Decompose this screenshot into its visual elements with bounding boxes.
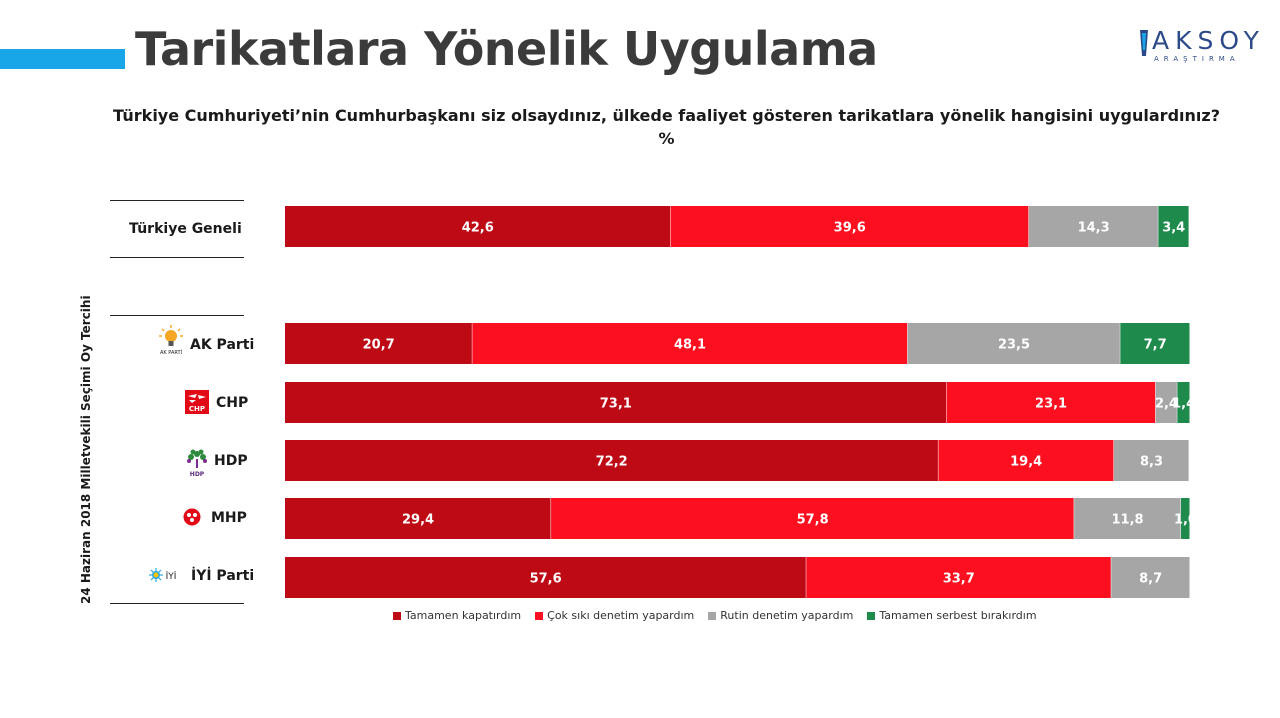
category-label: MHP	[211, 510, 247, 526]
bar-segment	[1028, 206, 1159, 247]
bar-segment	[1113, 440, 1190, 481]
iyi-parti-logo-text: İYİ	[166, 571, 177, 582]
data-label: 39,6	[834, 221, 866, 236]
legend-item: Tamamen serbest bırakırdım	[867, 609, 1037, 622]
data-label: 2,4	[1155, 397, 1178, 412]
data-label: 8,7	[1139, 572, 1162, 587]
bar-segment	[1158, 206, 1190, 247]
divider-rule	[110, 603, 244, 604]
data-label: 11,8	[1112, 513, 1144, 528]
data-label: 57,6	[530, 572, 562, 587]
data-label: 1,4	[1172, 397, 1195, 412]
chart-legend: Tamamen kapatırdım Çok sıkı denetim yapar…	[393, 609, 1037, 622]
legend-swatch	[393, 611, 401, 620]
bar-segment	[1074, 498, 1181, 539]
data-label: 19,4	[1010, 455, 1042, 470]
chp-logo-text: CHP	[189, 405, 205, 413]
bar-segment	[285, 206, 671, 247]
legend-swatch	[708, 611, 717, 620]
category-label: HDP	[214, 453, 248, 469]
divider-rule	[110, 257, 244, 258]
logo-subtitle: ARAŞTIRMA	[1154, 55, 1240, 63]
bar-segment	[946, 382, 1156, 423]
survey-question: Türkiye Cumhuriyeti’nin Cumhurbaşkanı si…	[113, 106, 1220, 125]
bar-segment	[806, 557, 1112, 598]
hdp-logo: HDP	[187, 449, 207, 478]
divider-rule	[110, 200, 244, 201]
legend-label: Çok sıkı denetim yapardım	[547, 609, 695, 622]
bar-segment	[1180, 498, 1190, 539]
data-label: 29,4	[402, 513, 434, 528]
bar-segment	[285, 440, 939, 481]
title-accent-bar	[0, 49, 125, 69]
category-label: Türkiye Geneli	[129, 221, 242, 237]
divider-rule	[110, 315, 244, 316]
bar-segment	[285, 557, 807, 598]
bar-segment	[670, 206, 1029, 247]
data-label: 3,4	[1162, 221, 1185, 236]
iyi-parti-logo: İYİ	[149, 568, 177, 582]
bar-segment	[1120, 323, 1190, 364]
bar-segment	[907, 323, 1121, 364]
legend-label: Tamamen serbest bırakırdım	[879, 609, 1037, 622]
data-label: 7,7	[1144, 338, 1167, 353]
bar-segment	[938, 440, 1114, 481]
bar-segment	[1155, 382, 1178, 423]
legend-swatch	[867, 611, 876, 620]
legend-swatch	[535, 611, 544, 620]
mhp-logo	[183, 508, 201, 526]
legend-label: Rutin denetim yapardım	[720, 609, 854, 622]
legend-item: Çok sıkı denetim yapardım	[535, 609, 694, 622]
data-label: 14,3	[1078, 221, 1110, 236]
bar-segment	[285, 382, 947, 423]
category-label: AK Parti	[190, 337, 255, 353]
bar-segment	[285, 498, 552, 539]
data-label: 23,5	[998, 338, 1030, 353]
legend-item: Rutin denetim yapardım	[708, 609, 853, 622]
data-label: 1,0	[1174, 513, 1197, 528]
chp-logo: CHP	[185, 390, 209, 414]
aksoy-logo: AKSOY ARAŞTIRMA	[1138, 26, 1260, 66]
bar-segment	[551, 498, 1075, 539]
data-label: 72,2	[596, 455, 628, 470]
bar-segment	[1177, 382, 1190, 423]
legend-item: Tamamen kapatırdım	[393, 609, 521, 622]
data-label: 8,3	[1140, 455, 1163, 470]
bar-segment	[1111, 557, 1190, 598]
category-label: CHP	[216, 395, 249, 411]
data-label: 20,7	[363, 338, 395, 353]
unit-label: %	[658, 129, 675, 148]
bar-segment	[472, 323, 908, 364]
logo-wordmark: AKSOY	[1152, 26, 1265, 55]
data-label: 48,1	[674, 338, 706, 353]
hdp-logo-text: HDP	[190, 471, 205, 478]
legend-label: Tamamen kapatırdım	[405, 609, 522, 622]
data-label: 73,1	[600, 397, 632, 412]
aksoy-logo-mark	[1140, 30, 1148, 56]
bar-segment	[285, 323, 473, 364]
data-label: 57,8	[797, 513, 829, 528]
category-label: İYİ Parti	[191, 568, 255, 584]
ak-parti-logo: AK PARTİ	[159, 325, 183, 356]
data-label: 23,1	[1035, 397, 1067, 412]
ak-parti-logo-text: AK PARTİ	[160, 349, 182, 356]
data-label: 42,6	[462, 221, 494, 236]
data-label: 33,7	[943, 572, 975, 587]
page-title: Tarikatlara Yönelik Uygulama	[135, 22, 878, 76]
